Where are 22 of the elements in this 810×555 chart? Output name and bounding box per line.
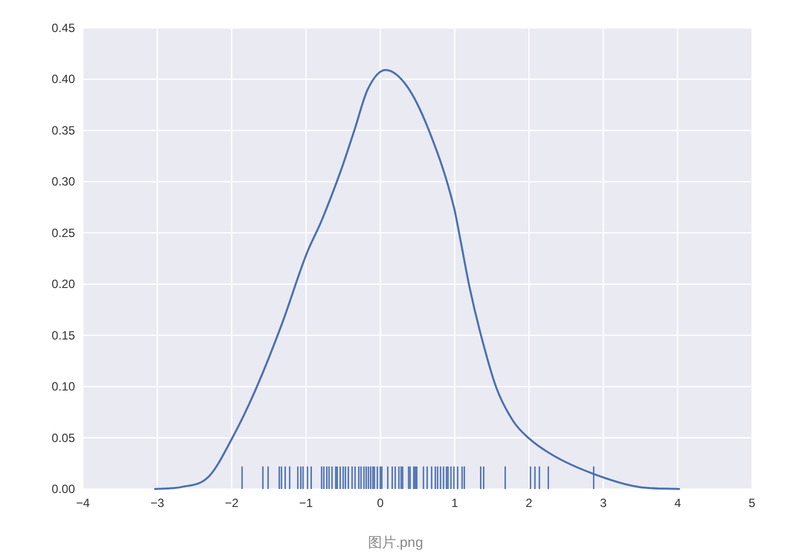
- y-tick-label: 0.00: [52, 482, 76, 496]
- x-tick-label: 4: [674, 496, 682, 510]
- x-tick-label: −2: [224, 496, 239, 510]
- x-tick-label: −4: [76, 496, 90, 510]
- x-tick-label: −3: [150, 496, 164, 510]
- x-tick-label: 2: [526, 496, 533, 510]
- y-tick-label: 0.35: [52, 123, 76, 138]
- y-tick-label: 0.05: [52, 430, 76, 445]
- x-tick-label: 0: [376, 496, 384, 510]
- y-tick-label: 0.10: [52, 380, 76, 394]
- y-tick-label: 0.45: [52, 21, 76, 35]
- y-tick-label: 0.30: [52, 174, 76, 189]
- y-tick-label: 0.20: [52, 277, 76, 292]
- y-tick-label: 0.40: [52, 72, 76, 86]
- y-tick-label: 0.25: [52, 226, 76, 240]
- x-tick-label: 5: [748, 496, 756, 510]
- line-series: [154, 69, 680, 490]
- x-tick-label: −1: [299, 496, 314, 510]
- x-tick-label: 1: [451, 496, 458, 510]
- x-tick-label: 3: [600, 496, 607, 510]
- y-tick-label: 0.15: [52, 328, 76, 342]
- text: 图片.png: [368, 534, 424, 550]
